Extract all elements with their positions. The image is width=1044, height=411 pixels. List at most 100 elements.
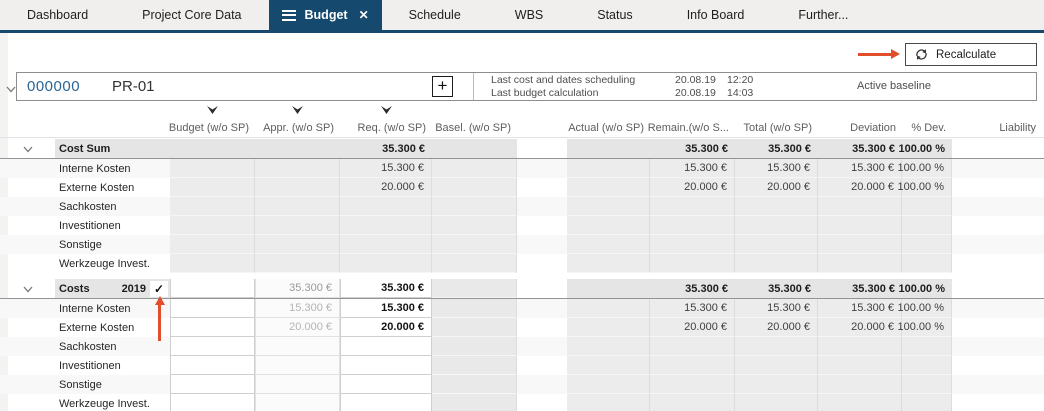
scheduling-info-date: 20.08.19 — [675, 74, 716, 86]
cell-appr[interactable]: 15.300 € — [255, 299, 340, 318]
cell-budget[interactable] — [170, 318, 255, 337]
cell-actual — [567, 356, 650, 375]
cell-budget — [170, 254, 255, 273]
column-header[interactable]: Budget (w/o SP) — [168, 122, 249, 134]
column-filter-icon[interactable] — [291, 102, 304, 120]
table-body: Cost Sum 35.300 €35.300 €35.300 €35.300 €… — [0, 139, 1044, 411]
column-headers-row: Budget (w/o SP) Appr. (w/o SP) Req. (w/o S… — [0, 119, 1044, 138]
cell-pct_dev — [902, 394, 952, 411]
group-total-appr: 35.300 € — [255, 279, 340, 298]
cell-appr[interactable] — [255, 375, 340, 394]
cell-req[interactable]: 20.000 € — [340, 318, 432, 337]
column-header[interactable]: Req. (w/o SP) — [357, 122, 426, 134]
cell-pct_dev — [902, 216, 952, 235]
cell-basel — [432, 178, 517, 197]
cell-budget[interactable] — [170, 299, 255, 318]
cell-appr — [255, 216, 340, 235]
cost-group-1: Costs 2019 ✓ 35.300 €35.300 €35.300 €35.300… — [0, 279, 1044, 411]
cell-deviation — [818, 235, 902, 254]
cell-remain: 20.000 € — [650, 318, 735, 337]
cell-appr[interactable] — [255, 337, 340, 356]
table-row: Werkzeuge Invest. — [0, 254, 1044, 273]
cell-actual — [567, 159, 650, 178]
recalculate-button[interactable]: Recalculate — [905, 43, 1037, 66]
cell-pct_dev: 100.00 % — [898, 159, 952, 178]
cell-remain: 20.000 € — [650, 178, 735, 197]
column-header[interactable]: Appr. (w/o SP) — [263, 122, 334, 134]
tab-wbs[interactable]: WBS — [488, 0, 570, 30]
column-header[interactable]: % Dev. — [911, 122, 946, 134]
approved-checkmark-icon[interactable]: ✓ — [150, 280, 168, 297]
group-total-gap — [517, 139, 567, 158]
scheduling-info-label: Last budget calculation — [491, 87, 599, 99]
cell-actual — [567, 337, 650, 356]
column-header[interactable]: Actual (w/o SP) — [568, 122, 644, 134]
cell-total: 20.000 € — [735, 178, 818, 197]
tab-budget[interactable]: Budget ✕ — [268, 0, 382, 30]
cell-basel — [432, 159, 517, 178]
column-filter-icon[interactable] — [206, 102, 219, 120]
cell-req[interactable]: 15.300 € — [340, 299, 432, 318]
cell-appr[interactable]: 20.000 € — [255, 318, 340, 337]
cell-total — [735, 216, 818, 235]
group-collapse-chevron-icon[interactable] — [23, 140, 33, 158]
cell-req[interactable] — [340, 337, 432, 356]
tab-further[interactable]: Further... — [771, 0, 875, 30]
row-label: Interne Kosten — [59, 162, 131, 175]
cell-req[interactable] — [340, 356, 432, 375]
cell-req — [340, 216, 432, 235]
cell-basel — [432, 299, 517, 318]
group-year: 2019 — [121, 282, 147, 295]
cell-total: 15.300 € — [735, 299, 818, 318]
cell-gap — [517, 254, 567, 273]
cell-basel — [432, 337, 517, 356]
column-header[interactable]: Deviation — [850, 122, 896, 134]
cell-req — [340, 197, 432, 216]
cell-gap — [517, 394, 567, 411]
add-budget-item-button[interactable]: + — [432, 76, 453, 97]
cell-req[interactable] — [340, 394, 432, 411]
column-filter-icon[interactable] — [380, 102, 393, 120]
cell-actual — [567, 197, 650, 216]
group-total-basel — [432, 139, 517, 158]
scheduling-info-row: Last budget calculation 20.08.19 14:03 — [491, 87, 767, 100]
group-total-liability — [952, 279, 1042, 298]
tab-schedule[interactable]: Schedule — [382, 0, 488, 30]
cell-budget[interactable] — [170, 375, 255, 394]
cell-remain — [650, 216, 735, 235]
column-header[interactable]: Total (w/o SP) — [743, 122, 812, 134]
project-number[interactable]: 000000 — [27, 78, 81, 95]
column-header[interactable]: Basel. (w/o SP) — [435, 122, 511, 134]
row-label: Externe Kosten — [59, 181, 135, 194]
cell-deviation: 20.000 € — [818, 318, 902, 337]
project-collapse-chevron-icon[interactable] — [6, 80, 16, 98]
group-collapse-chevron-icon[interactable] — [23, 280, 33, 298]
row-gutter — [0, 279, 55, 298]
group-total-actual — [567, 139, 650, 158]
cell-appr[interactable] — [255, 356, 340, 375]
tab-dashboard[interactable]: Dashboard — [0, 0, 115, 30]
cell-budget[interactable] — [170, 394, 255, 411]
row-label: Sachkosten — [59, 200, 117, 213]
tab-label: Schedule — [408, 8, 461, 22]
cell-basel — [432, 235, 517, 254]
column-header[interactable]: Remain.(w/o S... — [647, 122, 729, 134]
column-header[interactable]: Liability — [999, 122, 1036, 134]
cell-actual — [567, 178, 650, 197]
cell-budget[interactable] — [170, 337, 255, 356]
tab-status[interactable]: Status — [570, 0, 659, 30]
cell-req[interactable] — [340, 375, 432, 394]
close-tab-icon[interactable]: ✕ — [358, 8, 369, 22]
cell-pct_dev — [902, 254, 952, 273]
cell-liability — [952, 318, 1042, 337]
annotation-arrow-recalculate — [858, 49, 900, 58]
cell-appr[interactable] — [255, 394, 340, 411]
cell-budget[interactable] — [170, 356, 255, 375]
tab-info-board[interactable]: Info Board — [660, 0, 772, 30]
cell-liability — [952, 299, 1042, 318]
row-gutter — [0, 197, 55, 216]
tab-project-core-data[interactable]: Project Core Data — [115, 0, 268, 30]
cell-appr — [255, 235, 340, 254]
table-row: Investitionen — [0, 356, 1044, 375]
